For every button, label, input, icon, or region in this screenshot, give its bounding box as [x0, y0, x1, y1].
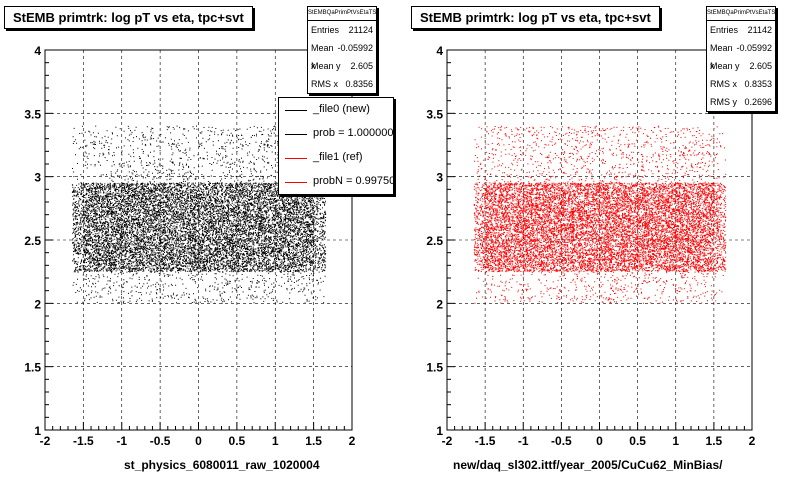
legend-entry-label: prob = 1.000000 [313, 127, 394, 139]
x-tick-label: 2 [749, 434, 756, 448]
y-tick-label: 1.5 [24, 361, 41, 375]
y-tick-label: 3 [436, 171, 443, 185]
y-tick-label: 2 [34, 297, 41, 311]
y-tick-label: 2.5 [24, 234, 41, 248]
legend-entry-label: probN = 0.997500 [313, 175, 394, 187]
x-tick-label: -1.5 [73, 434, 94, 448]
right-stats-box: StEMBQaPrimPtVsEtaTS Entries 21142 Mean x… [706, 6, 776, 112]
right-stats-row: Mean x -0.05992 [710, 43, 772, 71]
legend-entry-label: _file0 (new) [313, 103, 370, 115]
y-tick-label: 2 [436, 297, 443, 311]
y-tick-label: 4 [436, 44, 443, 58]
x-tick-label: 1.5 [305, 434, 322, 448]
left-chart-title: StEMB primtrk: log pT vs eta, tpc+svt [4, 6, 253, 29]
x-tick-label: 0 [195, 434, 202, 448]
left-stats-box: StEMBQaPrimPtVsEtaTS Entries 21124 Mean x… [307, 6, 377, 94]
left-legend: _file0 (new) prob = 1.000000 _file1 (ref… [278, 97, 394, 195]
right-stats-row: RMS y 0.2696 [710, 97, 772, 107]
right-stats-row: RMS x 0.8353 [710, 79, 772, 89]
x-tick-label: 0 [596, 434, 603, 448]
y-tick-label: 3 [34, 171, 41, 185]
x-tick-label: -1 [518, 434, 529, 448]
y-tick-label: 1 [34, 424, 41, 438]
left-stats-row: RMS x 0.8356 [311, 79, 373, 89]
x-tick-label: 1 [672, 434, 679, 448]
x-tick-label: 1.5 [706, 434, 723, 448]
y-tick-label: 4 [34, 44, 41, 58]
y-tick-label: 1.5 [426, 361, 443, 375]
y-tick-label: 3.5 [24, 107, 41, 121]
legend-entry: prob = 1.000000 [279, 122, 393, 146]
right-stats-row: Mean y 2.605 [710, 61, 772, 71]
legend-entry: _file0 (new) [279, 98, 393, 122]
right-chart-title: StEMB primtrk: log pT vs eta, tpc+svt [411, 6, 660, 29]
x-tick-label: 0.5 [229, 434, 246, 448]
y-tick-label: 3.5 [426, 107, 443, 121]
x-tick-label: -0.5 [551, 434, 572, 448]
x-tick-label: -2 [442, 434, 453, 448]
y-tick-label: 2.5 [426, 234, 443, 248]
x-tick-label: -1 [116, 434, 127, 448]
x-tick-label: -1.5 [475, 434, 496, 448]
right-scatter-panel: -2 -1.5 -1 -0.5 0 0.5 1 1.5 2 1 1.5 2 2.5 3 3.5 4 [426, 44, 755, 448]
x-tick-label: -2 [40, 434, 51, 448]
legend-line-swatch [285, 134, 307, 135]
right-stats-header: StEMBQaPrimPtVsEtaTS [707, 7, 775, 21]
left-x-axis-label: st_physics_6080011_raw_1020004 [124, 458, 320, 472]
legend-line-swatch [285, 110, 307, 111]
x-tick-label: 1 [272, 434, 279, 448]
legend-entry: _file1 (ref) [279, 146, 393, 170]
left-stats-row: Mean x -0.05992 [311, 43, 373, 71]
x-tick-label: -0.5 [150, 434, 171, 448]
legend-line-swatch [285, 158, 307, 159]
legend-entry: probN = 0.997500 [279, 170, 393, 194]
right-x-axis-label: new/daq_sl302.ittf/year_2005/CuCu62_MinB… [453, 458, 723, 472]
legend-entry-label: _file1 (ref) [313, 151, 363, 163]
left-stats-row: Mean y 2.605 [311, 61, 373, 71]
scatter-points [71, 125, 327, 304]
x-tick-label: 2 [349, 434, 356, 448]
left-stats-row: Entries 21124 [311, 25, 373, 35]
scatter-points [473, 125, 727, 304]
legend-line-swatch [285, 182, 307, 183]
y-tick-label: 1 [436, 424, 443, 438]
x-tick-label: 0.5 [629, 434, 646, 448]
left-stats-header: StEMBQaPrimPtVsEtaTS [308, 7, 376, 21]
right-stats-row: Entries 21142 [710, 25, 772, 35]
